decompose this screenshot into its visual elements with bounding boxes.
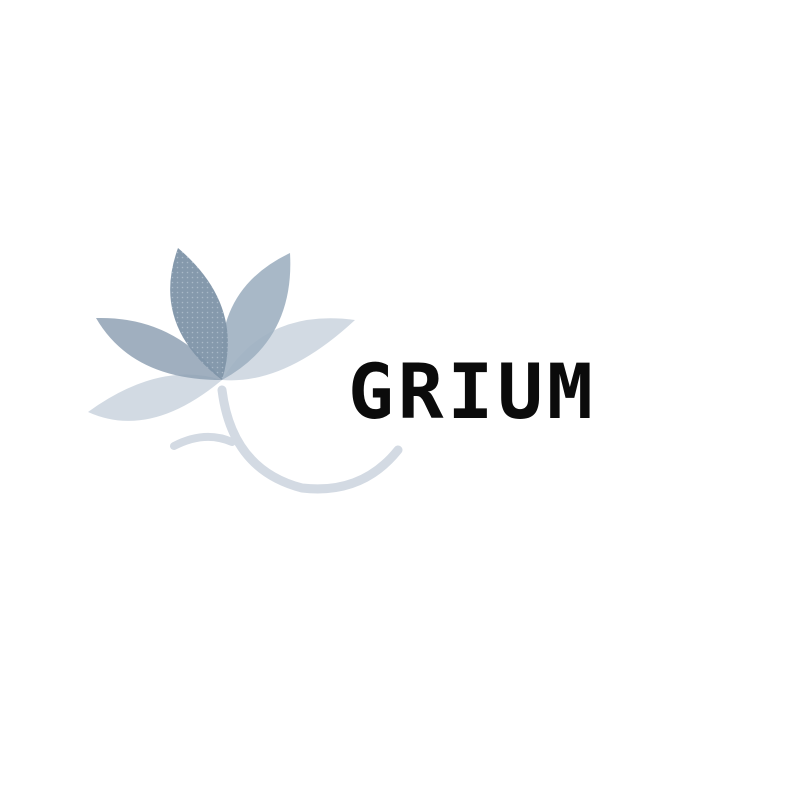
brand-name: GRIUM — [348, 347, 597, 436]
lotus-flower-icon — [88, 248, 403, 494]
petal-lower-left — [88, 374, 222, 421]
petal-upper-right — [220, 253, 291, 380]
petal-left — [96, 317, 222, 380]
petal-center-texture — [170, 248, 228, 380]
petal-right — [222, 318, 355, 381]
stem — [217, 385, 403, 494]
stem-leaf — [170, 432, 236, 450]
